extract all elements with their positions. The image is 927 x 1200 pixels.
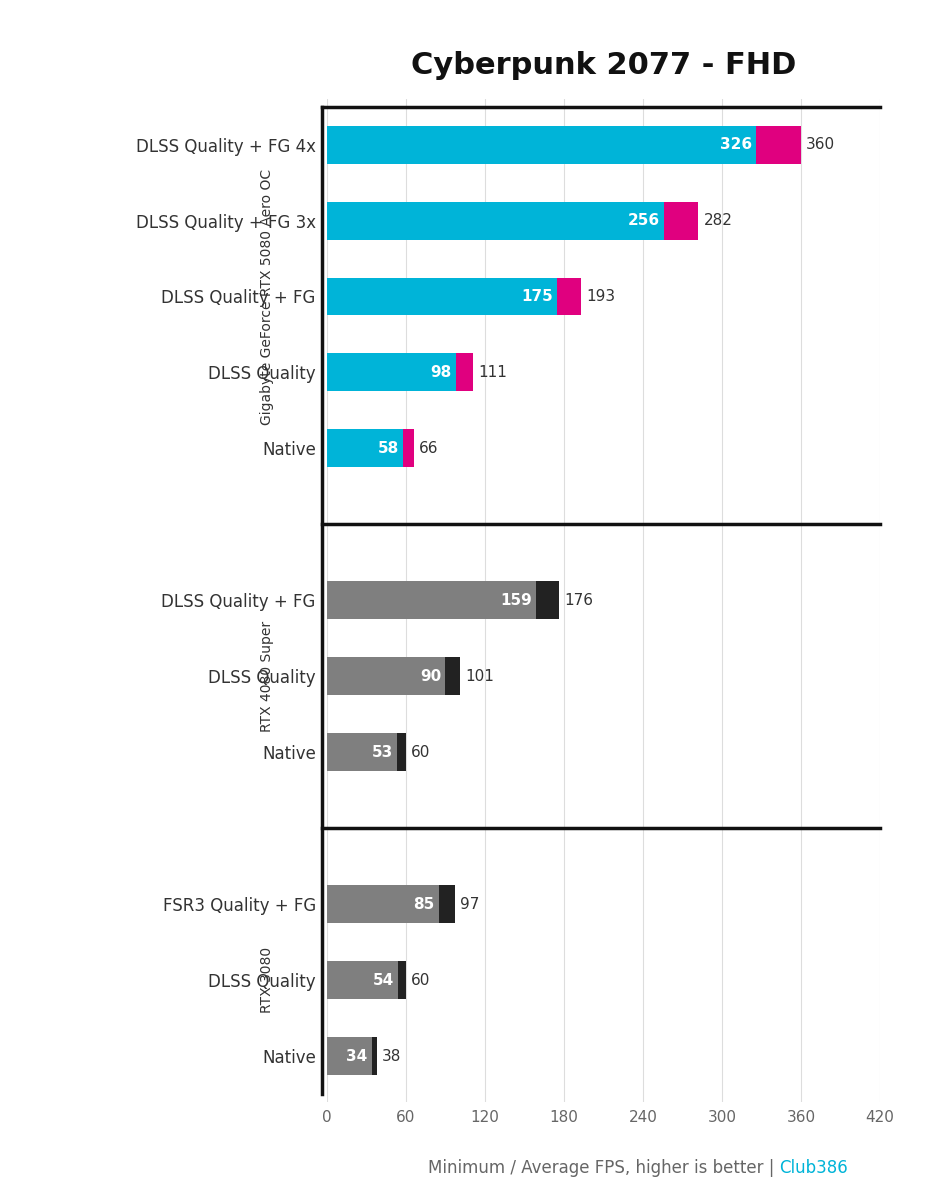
Text: 159: 159 [500, 593, 532, 608]
Bar [536, 581, 558, 619]
Text: Minimum / Average FPS, higher is better |: Minimum / Average FPS, higher is better … [427, 1159, 779, 1177]
Text: 85: 85 [413, 896, 435, 912]
Text: 98: 98 [430, 365, 451, 380]
Bar [326, 961, 398, 1000]
Text: 34: 34 [346, 1049, 367, 1063]
Bar [396, 733, 405, 772]
Bar [455, 354, 473, 391]
Bar [326, 202, 664, 240]
Bar [403, 430, 413, 468]
Text: 38: 38 [382, 1049, 401, 1063]
Bar [371, 1037, 376, 1075]
Text: 175: 175 [521, 289, 552, 304]
Text: 111: 111 [477, 365, 507, 380]
Text: 54: 54 [373, 973, 394, 988]
Text: 101: 101 [464, 668, 493, 684]
Text: 256: 256 [628, 214, 659, 228]
Bar [326, 581, 536, 619]
Bar [557, 277, 580, 316]
Bar [326, 733, 396, 772]
Bar [326, 277, 557, 316]
Bar [326, 886, 438, 923]
Bar [398, 961, 405, 1000]
Text: 53: 53 [371, 745, 392, 760]
Text: 90: 90 [420, 668, 441, 684]
Text: 66: 66 [419, 440, 438, 456]
Bar [326, 1037, 371, 1075]
Bar [445, 658, 460, 695]
Text: 58: 58 [377, 440, 399, 456]
Text: 193: 193 [586, 289, 615, 304]
Text: Club386: Club386 [779, 1159, 847, 1177]
Text: 60: 60 [411, 973, 430, 988]
Text: 176: 176 [564, 593, 592, 608]
Bar [756, 126, 800, 163]
Text: 360: 360 [806, 137, 834, 152]
Text: Gigabyte GeForce RTX 5080 Aero OC: Gigabyte GeForce RTX 5080 Aero OC [260, 168, 273, 425]
Title: Cyberpunk 2077 - FHD: Cyberpunk 2077 - FHD [411, 50, 795, 80]
Bar [326, 126, 756, 163]
Text: RTX 3080: RTX 3080 [260, 947, 273, 1013]
Text: 60: 60 [411, 745, 430, 760]
Bar [326, 354, 455, 391]
Text: 97: 97 [460, 896, 478, 912]
Text: 282: 282 [703, 214, 731, 228]
Bar [438, 886, 454, 923]
Bar [326, 430, 403, 468]
Bar [664, 202, 697, 240]
Text: RTX 4080 Super: RTX 4080 Super [260, 620, 273, 732]
Text: 326: 326 [719, 137, 752, 152]
Bar [326, 658, 445, 695]
